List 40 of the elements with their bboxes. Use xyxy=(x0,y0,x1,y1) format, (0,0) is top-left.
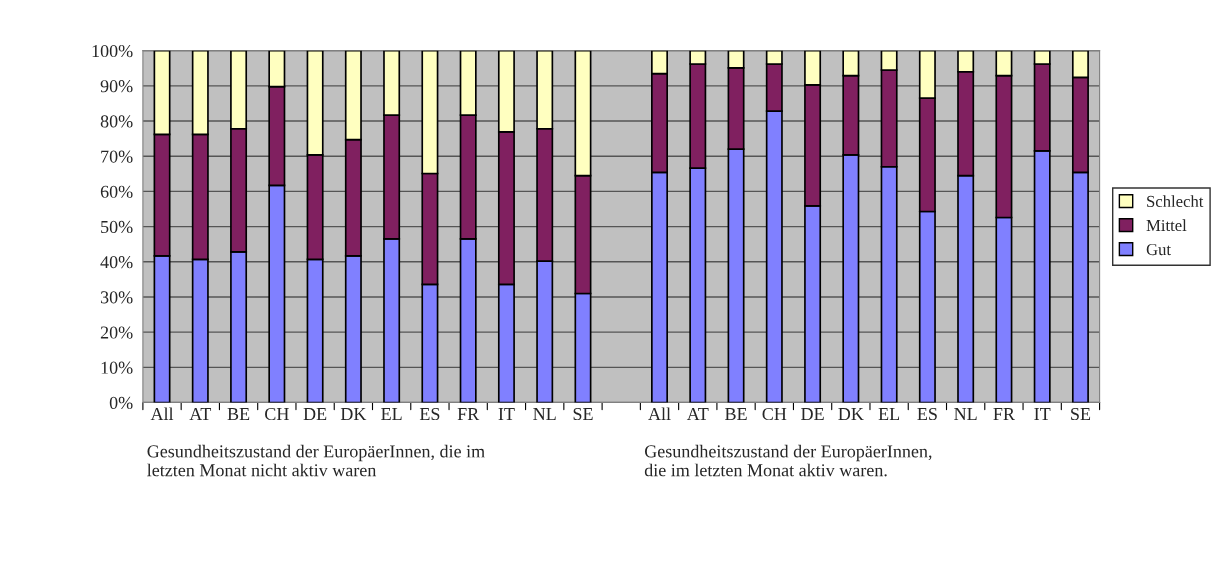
x-tick-label: IT xyxy=(498,408,515,420)
y-tick-label: 90% xyxy=(100,80,133,93)
y-tick-label: 60% xyxy=(100,185,133,198)
x-tick-label: DE xyxy=(303,408,327,420)
x-tick-label: DE xyxy=(801,408,824,420)
x-tick-label: IT xyxy=(1034,408,1051,420)
x-tick-label: DK xyxy=(340,408,367,420)
legend-label: Gut xyxy=(1146,243,1171,256)
x-tick-label: NL xyxy=(533,408,556,420)
y-tick-label: 0% xyxy=(109,396,133,410)
x-tick-label: FR xyxy=(457,408,480,420)
x-tick-label: BE xyxy=(227,408,250,420)
x-tick-label: All xyxy=(648,407,671,420)
x-tick-label: CH xyxy=(265,407,289,421)
y-tick-label: 70% xyxy=(101,150,133,163)
x-tick-label: EL xyxy=(381,408,402,420)
x-tick-label: ES xyxy=(917,407,937,421)
x-tick-label: DK xyxy=(838,408,864,420)
x-tick-label: SE xyxy=(1071,407,1091,421)
x-tick-label: BE xyxy=(725,408,747,420)
x-tick-label: FR xyxy=(993,408,1015,420)
x-tick-label: AT xyxy=(189,408,212,420)
x-tick-label: All xyxy=(150,407,174,420)
legend-label: Mittel xyxy=(1146,219,1187,232)
text: Gesundheitszustand der EuropäerInnen, die im letzten Monat aktiv waren. xyxy=(644,444,932,477)
y-tick-label: 100% xyxy=(92,44,133,58)
x-tick-label: ES xyxy=(419,407,440,421)
y-tick-label: 30% xyxy=(100,291,133,304)
y-tick-label: 10% xyxy=(101,361,133,374)
x-tick-label: EL xyxy=(878,408,900,420)
text: Gesundheitszustand der EuropäerInnen, die im letzten Monat nicht aktiv waren xyxy=(147,444,485,477)
x-tick-label: SE xyxy=(573,407,593,421)
y-tick-label: 50% xyxy=(101,220,133,234)
y-tick-label: 80% xyxy=(100,115,133,128)
y-tick-label: 40% xyxy=(100,256,133,269)
legend-label: Schlecht xyxy=(1147,195,1204,208)
y-tick-label: 20% xyxy=(100,326,133,339)
x-tick-label: AT xyxy=(686,408,709,420)
x-tick-label: CH xyxy=(762,407,787,421)
x-tick-label: NL xyxy=(954,408,977,420)
